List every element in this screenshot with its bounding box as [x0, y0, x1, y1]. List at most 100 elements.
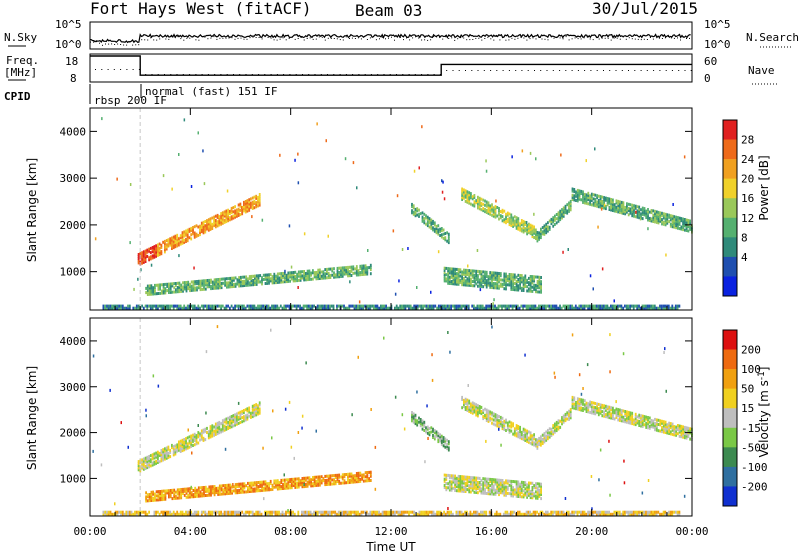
- data-cell: [207, 224, 210, 228]
- data-cell: [510, 217, 513, 221]
- data-cell: [423, 304, 426, 308]
- data-cell: [190, 436, 193, 440]
- data-cell: [331, 478, 334, 482]
- nsearch-point: [306, 38, 308, 39]
- data-cell: [633, 418, 635, 422]
- data-cell: [161, 496, 163, 499]
- data-cell: [575, 194, 577, 198]
- data-cell: [204, 281, 207, 285]
- data-cell: [662, 424, 665, 428]
- nsearch-tick-high: 10^5: [704, 18, 731, 31]
- data-cell: [575, 190, 577, 194]
- data-cell: [216, 430, 219, 433]
- data-cell: [164, 287, 167, 291]
- nave-point: [201, 74, 203, 75]
- data-cell: [192, 306, 194, 310]
- data-cell: [636, 306, 639, 310]
- data-cell: [524, 220, 527, 224]
- data-cell: [165, 510, 168, 514]
- data-cell: [641, 424, 644, 428]
- data-cell: [248, 304, 251, 308]
- data-cell: [193, 233, 196, 237]
- data-cell: [305, 278, 307, 282]
- data-cell: [404, 304, 407, 308]
- data-cell: [250, 304, 252, 308]
- data-cell: [282, 487, 284, 490]
- data-cell: [176, 281, 179, 285]
- data-cell: [468, 271, 471, 275]
- data-cell: [287, 486, 290, 490]
- data-cell: [183, 232, 186, 236]
- nave-point: [421, 74, 423, 75]
- data-cell: [152, 288, 154, 292]
- data-cell: [463, 272, 465, 276]
- data-cell: [220, 218, 222, 222]
- data-cell: [193, 434, 196, 438]
- data-cell: [142, 461, 145, 465]
- data-cell: [684, 224, 686, 228]
- data-cell: [158, 253, 161, 257]
- data-cell: [204, 429, 207, 433]
- data-cell: [492, 286, 495, 290]
- data-cell: [421, 419, 424, 423]
- power-band-3: [411, 202, 450, 245]
- data-cell: [503, 489, 506, 493]
- data-cell: [248, 406, 251, 410]
- data-cell: [190, 438, 193, 442]
- data-cell: [243, 279, 246, 283]
- data-cell: [264, 306, 266, 310]
- data-cell: [437, 250, 440, 254]
- data-cell: [485, 208, 488, 212]
- nsearch-point: [354, 38, 356, 39]
- data-cell: [175, 494, 177, 498]
- data-cell: [264, 275, 267, 279]
- data-cell: [199, 233, 201, 237]
- data-cell: [227, 208, 229, 212]
- data-cell: [484, 274, 486, 278]
- data-cell: [468, 197, 471, 201]
- data-cell: [624, 206, 627, 209]
- data-cell: [412, 206, 415, 210]
- nsearch-point: [162, 36, 164, 38]
- data-cell: [540, 482, 542, 486]
- data-cell: [522, 226, 525, 230]
- data-cell: [526, 223, 528, 227]
- data-cell: [471, 488, 474, 492]
- data-cell: [209, 227, 212, 231]
- data-cell: [550, 431, 553, 435]
- data-cell: [141, 261, 143, 265]
- data-cell: [682, 223, 684, 227]
- data-cell: [151, 457, 154, 461]
- data-cell: [430, 290, 432, 294]
- data-cell: [597, 409, 600, 413]
- data-cell: [320, 304, 323, 308]
- data-cell: [208, 285, 211, 289]
- data-cell: [531, 289, 534, 293]
- data-cell: [289, 279, 291, 283]
- data-cell: [512, 432, 514, 436]
- data-cell: [338, 273, 341, 277]
- data-cell: [246, 209, 249, 213]
- data-cell: [169, 284, 172, 288]
- data-cell: [540, 490, 542, 494]
- nave-point: [609, 70, 611, 71]
- data-cell: [587, 202, 590, 206]
- data-cell: [227, 424, 229, 428]
- data-cell: [573, 198, 576, 202]
- data-cell: [407, 247, 409, 250]
- data-cell: [468, 191, 471, 195]
- data-cell: [638, 207, 641, 211]
- data-cell: [631, 207, 634, 211]
- data-cell: [512, 480, 514, 483]
- data-cell: [333, 275, 335, 279]
- data-cell: [162, 458, 164, 462]
- data-cell: [276, 278, 279, 282]
- nave-point: [508, 70, 510, 71]
- data-cell: [522, 495, 525, 499]
- data-cell: [425, 214, 427, 218]
- data-cell: [262, 278, 265, 281]
- data-cell: [535, 490, 537, 494]
- data-cell: [179, 240, 182, 244]
- data-cell: [516, 304, 519, 308]
- data-cell: [620, 415, 623, 419]
